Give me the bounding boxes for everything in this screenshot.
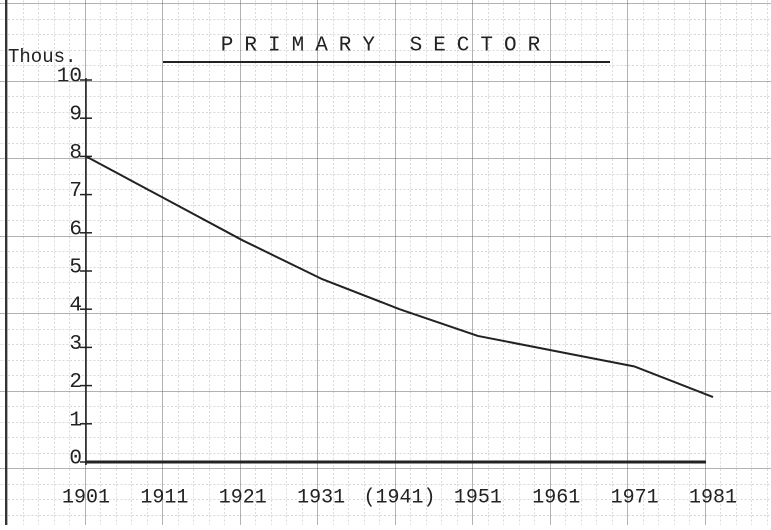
x-tick-label: 1981	[689, 486, 737, 509]
y-tick-label: 2	[69, 371, 82, 394]
y-tick-label: 7	[69, 180, 82, 203]
x-tick-label: 1931	[297, 486, 345, 509]
y-tick-label: 5	[69, 257, 82, 280]
y-tick-label: 10	[57, 66, 82, 89]
y-axis-label: Thous.	[8, 46, 76, 68]
x-tick-label: 1961	[532, 486, 580, 509]
y-tick-label: 0	[69, 448, 82, 471]
y-tick-label: 8	[69, 142, 82, 165]
x-tick-label: 1971	[611, 486, 659, 509]
x-tick-label: 1951	[454, 486, 502, 509]
y-tick-label: 9	[69, 104, 82, 127]
x-tick-label: 1901	[62, 486, 110, 509]
x-tick-label: (1941)	[363, 486, 435, 509]
y-tick-label: 4	[69, 295, 82, 318]
chart-title: PRIMARY SECTOR	[221, 35, 551, 58]
y-tick-label: 1	[69, 409, 82, 432]
x-tick-label: 1911	[140, 486, 188, 509]
y-tick-label: 3	[69, 333, 82, 356]
x-tick-label: 1921	[219, 486, 267, 509]
data-line	[85, 155, 714, 398]
y-tick-label: 6	[69, 218, 82, 241]
